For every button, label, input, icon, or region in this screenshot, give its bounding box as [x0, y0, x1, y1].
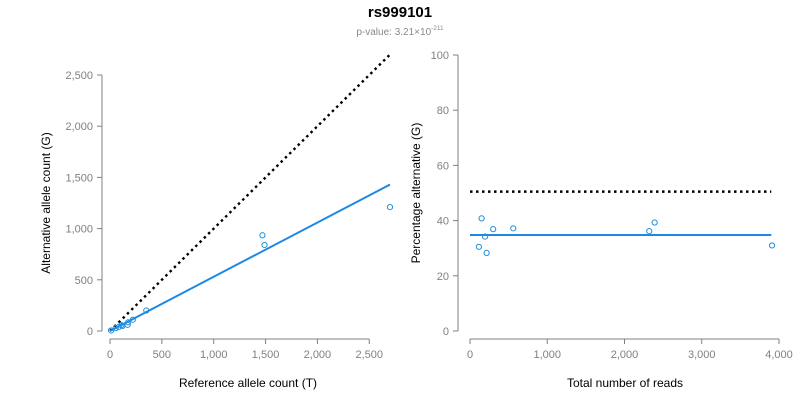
y-tick: 2,000	[65, 121, 102, 133]
x-tick: 2,000	[304, 339, 332, 361]
y-tick: 2,500	[65, 70, 102, 82]
y-tick: 100	[431, 50, 458, 62]
data-point	[510, 225, 517, 232]
x-tick: 3,000	[688, 339, 716, 361]
x-tick-label: 500	[153, 349, 171, 361]
x-tick-label: 0	[107, 349, 113, 361]
x-tick-label: 3,000	[688, 349, 716, 361]
data-point	[478, 215, 485, 222]
data-point	[118, 321, 125, 329]
right-scatter-panel: 0 1,000 2,000 3,000 4,000 0 20 40 60 80 100 Total n…	[409, 50, 793, 390]
data-point	[481, 233, 489, 240]
x-tick: 2,500	[355, 339, 383, 361]
x-tick: 0	[467, 339, 473, 361]
x-tick-label: 1,000	[200, 349, 228, 361]
data-point	[129, 316, 136, 323]
data-point	[112, 325, 119, 332]
y-axis-label: Percentage alternative (G)	[409, 123, 423, 264]
y-tick: 500	[75, 275, 102, 287]
y-tick: 1,500	[65, 172, 102, 184]
x-tick: 1,000	[200, 339, 228, 361]
y-tick: 80	[437, 105, 458, 117]
data-point	[143, 307, 150, 314]
reference-line	[109, 53, 391, 332]
data-point	[483, 249, 490, 256]
data-point	[107, 327, 115, 334]
x-tick-label: 2,000	[611, 349, 639, 361]
y-tick-label: 0	[443, 326, 449, 338]
p-value-exponent: -211	[431, 25, 444, 32]
y-tick-label: 80	[437, 105, 449, 117]
y-tick: 0	[87, 326, 102, 338]
x-tick-label: 4,000	[765, 349, 793, 361]
y-tick: 1,000	[65, 224, 102, 236]
y-tick-label: 1,000	[65, 224, 93, 236]
chart-title: rs999101	[367, 4, 433, 21]
chart-subtitle: p-value: 3.21×10-211	[0, 25, 800, 38]
x-tick-label: 0	[467, 349, 473, 361]
data-point	[646, 227, 653, 235]
y-tick-label: 500	[75, 275, 93, 287]
y-tick: 40	[437, 216, 458, 228]
p-value-text: p-value: 3.21×10	[356, 27, 432, 38]
y-axis-label: Alternative allele count (G)	[39, 132, 53, 273]
y-tick: 60	[437, 160, 458, 172]
x-tick-label: 2,500	[355, 349, 383, 361]
x-tick-label: 1,000	[533, 349, 561, 361]
y-tick-label: 0	[87, 326, 93, 338]
data-point	[768, 242, 776, 249]
x-tick: 4,000	[765, 339, 793, 361]
fit-line	[109, 183, 391, 332]
y-tick-label: 40	[437, 216, 449, 228]
y-tick-label: 20	[437, 271, 449, 283]
data-point	[125, 319, 132, 326]
data-point	[124, 321, 131, 328]
y-tick: 0	[443, 326, 458, 338]
y-tick-label: 60	[437, 160, 449, 172]
x-axis-label: Total number of reads	[567, 376, 683, 390]
data-point	[261, 241, 268, 249]
data-point	[475, 243, 482, 250]
x-tick-label: 2,000	[304, 349, 332, 361]
data-point	[259, 232, 266, 239]
left-scatter-panel: 0 500 1,000 1,500 2,000 2,500 0 500 1,000 1,500 2,…	[39, 53, 394, 390]
y-tick-label: 100	[431, 50, 449, 62]
x-tick: 1,500	[252, 339, 280, 361]
data-point	[490, 226, 497, 233]
x-tick: 0	[107, 339, 113, 361]
data-point	[386, 203, 394, 211]
y-tick: 20	[437, 271, 458, 283]
x-tick: 1,000	[533, 339, 561, 361]
y-tick-label: 2,000	[65, 121, 93, 133]
x-tick-label: 1,500	[252, 349, 280, 361]
data-point	[651, 219, 658, 226]
x-tick: 500	[153, 339, 171, 361]
x-tick: 2,000	[611, 339, 639, 361]
y-tick-label: 1,500	[65, 172, 93, 184]
x-axis-label: Reference allele count (T)	[179, 376, 317, 390]
y-tick-label: 2,500	[65, 70, 93, 82]
